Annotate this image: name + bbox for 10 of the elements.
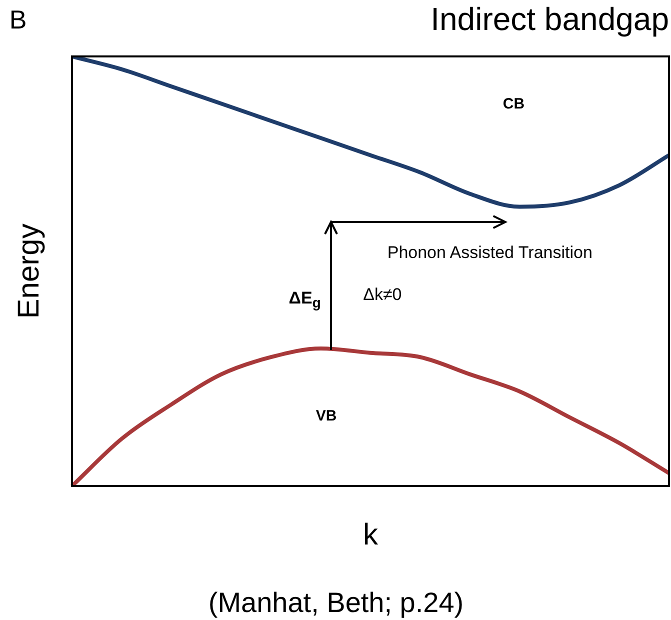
annotation: Phonon Assisted Transition xyxy=(387,243,592,264)
annotation: Δk≠0 xyxy=(363,285,402,306)
text: B xyxy=(9,4,27,36)
annotation: CB xyxy=(502,95,525,112)
x-axis-title: k xyxy=(363,518,379,552)
annotation: ΔE$_{g}$ xyxy=(288,288,321,312)
text: (Manhat, Beth; p.24) xyxy=(208,587,464,619)
chart-title: Indirect bandgap xyxy=(430,1,669,38)
y-axis-title: Energy xyxy=(12,224,46,319)
annotation: VB xyxy=(316,408,337,425)
